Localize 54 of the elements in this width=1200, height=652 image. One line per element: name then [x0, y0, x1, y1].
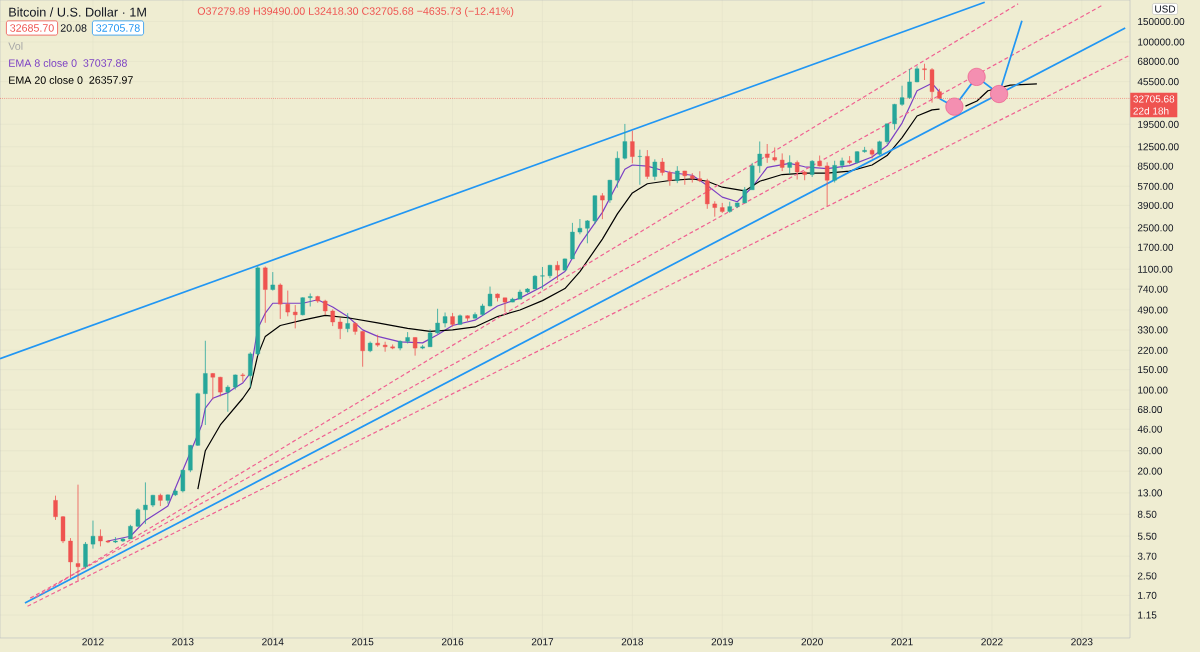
y-tick-label: 5700.00: [1137, 182, 1174, 190]
y-tick-label: 100.00: [1138, 386, 1168, 394]
x-tick-label: 2022: [981, 638, 1003, 646]
x-tick-label: 2015: [352, 638, 374, 646]
text: EMA 20 close 0: [9, 76, 83, 84]
x-tick-label: 2017: [531, 638, 554, 646]
x-tick-label: 2013: [172, 638, 194, 646]
annotation: 26357.97: [89, 76, 133, 84]
y-tick-label: 490.00: [1137, 306, 1168, 314]
annotation: Vol: [8, 42, 23, 50]
y-tick-label: 2500.00: [1137, 224, 1174, 232]
text: EMA 8 close 0: [9, 59, 77, 67]
annotation: 32685.70: [10, 24, 54, 32]
y-tick-label: 1.15: [1138, 611, 1157, 619]
x-tick-label: 2019: [711, 638, 733, 646]
annotation: 20.08: [60, 24, 87, 32]
x-tick-label: 2016: [441, 638, 464, 646]
y-tick-label: 330.00: [1137, 326, 1168, 334]
y-tick-label: 1.70: [1138, 591, 1157, 599]
y-tick-label: 150.00: [1138, 366, 1168, 374]
y-tick-label: 12500.00: [1138, 143, 1179, 151]
y-tick-label: 20.00: [1137, 467, 1162, 475]
y-tick-label: 2.50: [1137, 572, 1157, 580]
y-tick-label: 8.50: [1137, 510, 1157, 518]
x-tick-label: 2012: [82, 638, 104, 646]
y-tick-label: 100000.00: [1138, 38, 1185, 46]
y-tick-label: 30.00: [1137, 447, 1162, 455]
chart-title: Bitcoin / U.S. Dollar · 1M: [9, 7, 146, 17]
y-tick-label: 1100.00: [1138, 265, 1173, 273]
x-tick-label: 2018: [621, 638, 644, 646]
y-tick-label: 220.00: [1137, 346, 1168, 354]
x-tick-label: 2021: [891, 638, 913, 646]
ref-line-label: 32705.68: [1133, 95, 1175, 103]
annotation: 32705.78: [96, 24, 140, 32]
x-tick-label: 2014: [262, 638, 284, 646]
y-tick-label: 1700.00: [1138, 243, 1174, 251]
y-tick-label: 45500.00: [1137, 78, 1179, 86]
y-tick-label: 150000.00: [1138, 17, 1185, 26]
x-tick-label: 2023: [1071, 638, 1093, 646]
y-tick-label: 13.00: [1138, 489, 1162, 497]
y-tick-label: 8500.00: [1137, 162, 1174, 170]
text: 22d 18h: [1133, 107, 1169, 115]
text: USD: [1155, 5, 1176, 13]
y-tick-label: 740.00: [1137, 285, 1168, 293]
annotation: O37279.89 H39490.00 L32418.30 C32705.68 −4635.73 (−12.41%): [197, 7, 514, 17]
annotation: 37037.88: [83, 59, 127, 67]
y-tick-label: 46.00: [1137, 425, 1162, 433]
y-tick-label: 5.50: [1137, 532, 1157, 540]
x-tick-label: 2020: [801, 638, 823, 646]
y-tick-label: 19500.00: [1138, 120, 1179, 128]
y-tick-label: 3.70: [1137, 552, 1157, 560]
y-tick-label: 68.00: [1137, 405, 1162, 414]
y-tick-label: 68000.00: [1137, 57, 1179, 65]
y-tick-label: 3900.00: [1137, 201, 1174, 209]
